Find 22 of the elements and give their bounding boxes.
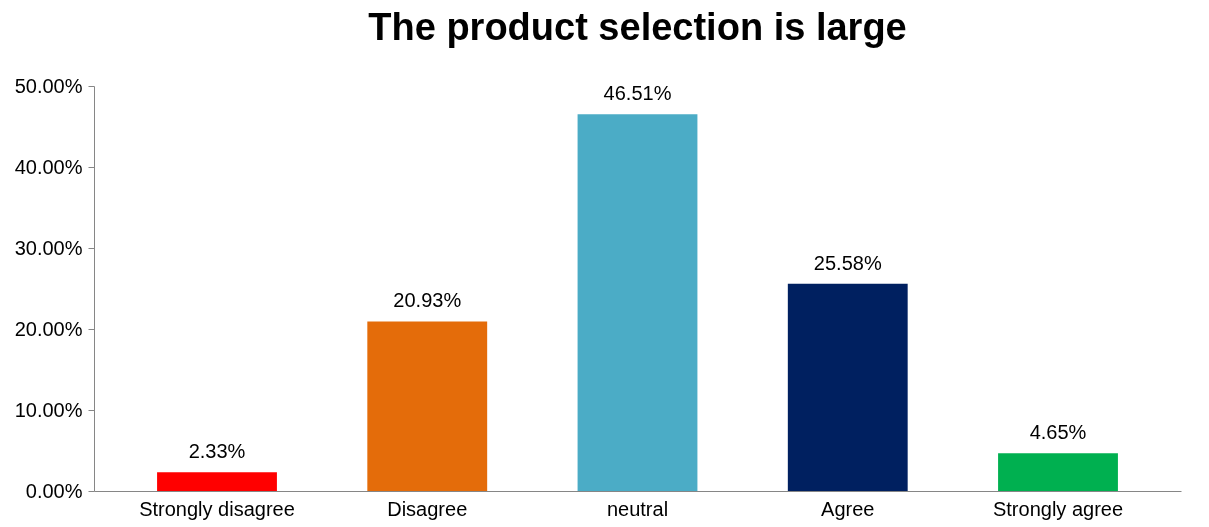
y-tick-label: 50.00% <box>14 74 83 97</box>
chart-title: The product selection is large <box>368 6 907 48</box>
x-tick-label: Disagree <box>387 497 468 520</box>
data-label: 20.93% <box>393 289 462 312</box>
data-label: 2.33% <box>188 440 246 463</box>
y-tick-label: 0.00% <box>25 479 83 502</box>
y-tick-label: 30.00% <box>14 236 83 259</box>
bar <box>998 453 1118 491</box>
bar <box>367 321 488 491</box>
y-tick-label: 20.00% <box>14 317 83 340</box>
x-tick-label: Strongly disagree <box>139 497 295 520</box>
bar <box>787 283 908 491</box>
data-label: 25.58% <box>813 251 882 274</box>
bar <box>577 114 698 491</box>
x-tick-label: Agree <box>821 497 875 520</box>
y-tick-label: 40.00% <box>14 155 83 178</box>
bar <box>157 472 277 491</box>
x-tick-label: neutral <box>606 497 669 520</box>
data-label: 4.65% <box>1029 421 1087 444</box>
data-label: 46.51% <box>603 82 672 105</box>
y-tick-label: 10.00% <box>14 398 83 421</box>
x-tick-label: Strongly agree <box>992 497 1124 520</box>
